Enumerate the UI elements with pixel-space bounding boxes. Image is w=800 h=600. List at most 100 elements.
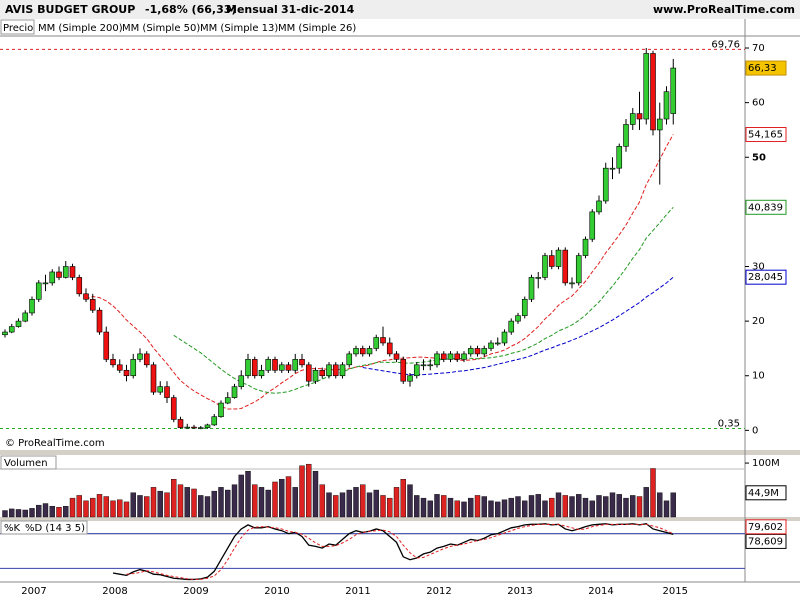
volume-bar (184, 487, 190, 518)
volume-bar (204, 496, 211, 518)
value-tag-label: 28,045 (748, 272, 783, 283)
y-tick-label: 100M (752, 458, 780, 469)
candle-body (494, 342, 501, 345)
candle-body (427, 364, 434, 367)
candle-body (197, 427, 204, 429)
volume-bar (474, 495, 481, 518)
candle-body (629, 113, 636, 125)
candle-body (89, 298, 96, 311)
candle-body (170, 397, 177, 420)
volume-bar (231, 484, 238, 518)
volume-bar (353, 487, 359, 518)
value-tag-label: 66,33 (748, 63, 777, 74)
candle-body (312, 369, 319, 382)
volume-bar (555, 492, 562, 518)
volume-bar (360, 484, 366, 518)
volume-bar (414, 495, 420, 518)
candle-body (359, 348, 366, 355)
header-bar (0, 0, 800, 19)
candle-body (420, 364, 427, 367)
volume-bar (528, 495, 535, 518)
volume-bar (542, 500, 548, 518)
legend-entry: MM (Simple 26) (278, 23, 356, 34)
volume-bar (515, 496, 521, 518)
volume-bar (157, 490, 163, 518)
site: www.ProRealTime.com (653, 3, 795, 16)
candle-body (130, 359, 137, 377)
volume-bar (265, 489, 271, 518)
volume-bar (198, 495, 204, 518)
volume-bar (488, 500, 494, 518)
candle-body (110, 359, 116, 366)
volume-bar (569, 496, 575, 518)
volume-bar (285, 476, 292, 518)
volume-bar (137, 495, 143, 518)
candle-body (400, 359, 407, 382)
candle-body (434, 353, 440, 366)
volume-bar (29, 508, 35, 518)
x-tick-label: 2008 (102, 586, 127, 597)
candle-body (177, 419, 184, 428)
change: -1,68% (66,33) (145, 3, 236, 16)
candle-body (596, 200, 602, 213)
volume-bar (657, 492, 663, 518)
volume-bar (623, 497, 629, 518)
volume-bar (56, 507, 62, 518)
candle-body (528, 277, 535, 300)
y-tick-label: 10 (752, 371, 765, 382)
candle-body (278, 364, 285, 371)
candle-body (548, 255, 555, 267)
volume-bar (245, 470, 251, 518)
volume-bar (434, 494, 440, 518)
volume-bar (312, 470, 319, 518)
candle-body (265, 359, 272, 371)
volume-bar (508, 497, 514, 518)
volume-bar (191, 488, 197, 518)
legend-box (0, 455, 57, 470)
legend-label: Precio (3, 23, 33, 34)
candle-body (238, 375, 245, 387)
volume-bar (501, 499, 508, 518)
x-tick-label: 2014 (588, 586, 613, 597)
candle-body (164, 386, 170, 398)
candle-body (272, 359, 278, 371)
candle-body (49, 271, 56, 284)
volume-bar (9, 508, 15, 518)
candle-body (589, 211, 596, 240)
volume-bar (441, 495, 447, 518)
volume-bar (609, 492, 616, 518)
candle-body (332, 364, 339, 377)
volume-bar (495, 501, 501, 518)
volume-bar (164, 492, 170, 518)
candle-body (407, 375, 413, 382)
title: AVIS BUDGET GROUP (5, 3, 135, 16)
volume-bar (400, 479, 406, 518)
candle-body (515, 315, 521, 322)
volume-bar (650, 468, 656, 518)
candle-body (8, 326, 15, 333)
candle-body (569, 282, 575, 285)
candle-body (616, 146, 623, 169)
volume-bar (22, 509, 28, 518)
value-tag-label: 40,839 (748, 202, 783, 213)
candle-body (258, 369, 265, 377)
candle-body (218, 402, 224, 418)
candle-body (656, 118, 663, 131)
candle-body (650, 53, 656, 131)
candle-body (191, 426, 197, 429)
candle-body (326, 364, 332, 377)
candle-body (373, 337, 380, 349)
candle-body (413, 364, 420, 377)
separator (0, 450, 800, 455)
candle-body (211, 416, 218, 426)
volume-bar (306, 463, 312, 518)
candle-body (285, 364, 292, 371)
candle-body (305, 364, 312, 382)
volume-bar (461, 501, 467, 518)
value-tag-label: 44,9M (748, 488, 779, 499)
volume-bar (420, 497, 427, 518)
volume-bar (616, 494, 622, 518)
value-tag-label: 79,602 (748, 522, 783, 533)
volume-bar (636, 496, 643, 518)
reference-label: 69,76 (711, 39, 740, 50)
